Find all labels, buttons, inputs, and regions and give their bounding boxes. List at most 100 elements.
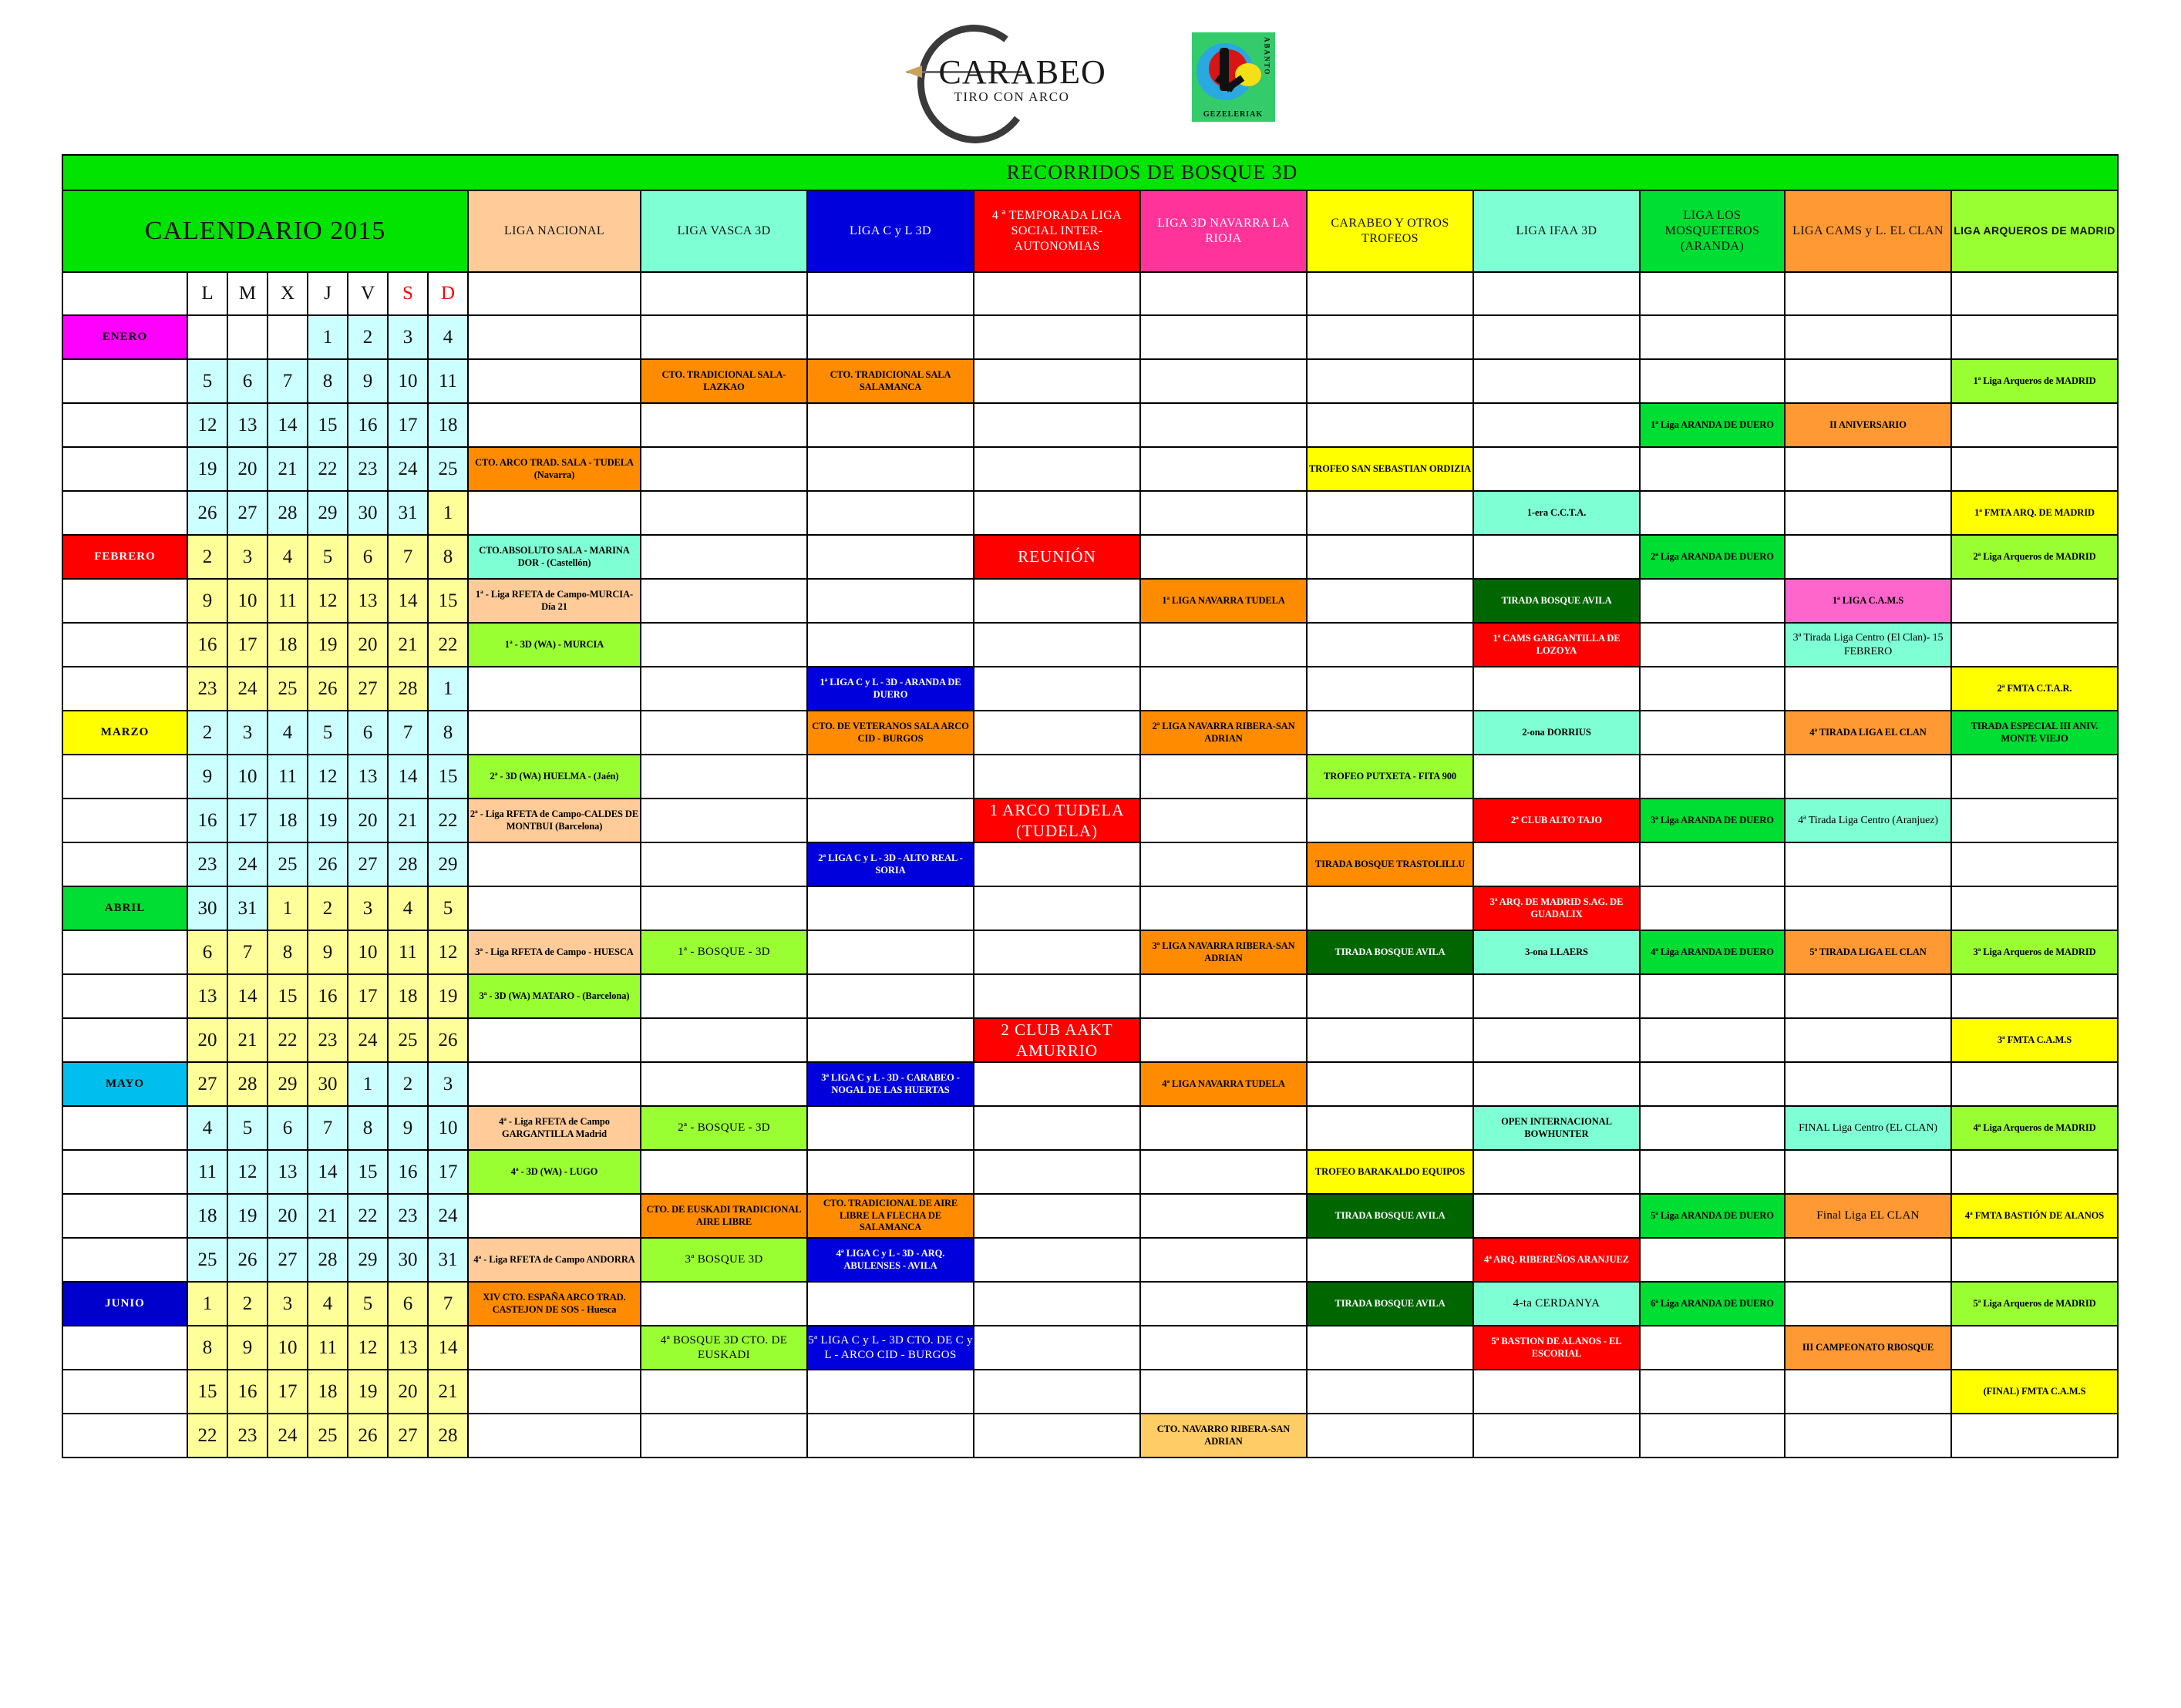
empty-cell[interactable] <box>1784 1237 1952 1283</box>
empty-cell[interactable] <box>1306 314 1474 360</box>
event-cell[interactable]: 2ª LIGA C y L - 3D - ALTO REAL - SORIA <box>806 842 974 887</box>
empty-cell[interactable] <box>1784 842 1952 887</box>
event-cell[interactable]: II ANIVERSARIO <box>1784 402 1952 448</box>
empty-cell[interactable] <box>1473 973 1641 1019</box>
event-cell[interactable]: 5ª Liga ARANDA DE DUERO <box>1639 1193 1786 1239</box>
empty-cell[interactable] <box>1306 1017 1474 1063</box>
empty-cell[interactable] <box>973 754 1141 799</box>
empty-cell[interactable] <box>1139 358 1308 404</box>
empty-cell[interactable] <box>1784 314 1952 360</box>
empty-cell[interactable] <box>1139 1369 1308 1414</box>
event-cell[interactable]: 4ª Liga ARANDA DE DUERO <box>1639 930 1786 975</box>
event-cell[interactable]: OPEN INTERNACIONAL BOWHUNTER <box>1473 1105 1641 1151</box>
empty-cell[interactable] <box>1473 314 1641 360</box>
empty-cell[interactable] <box>1639 1017 1786 1063</box>
empty-cell[interactable] <box>1139 886 1308 931</box>
event-cell[interactable]: TIRADA BOSQUE AVILA <box>1306 1281 1474 1326</box>
empty-cell[interactable] <box>1306 622 1474 667</box>
empty-cell[interactable] <box>1473 842 1641 887</box>
empty-cell[interactable] <box>640 1149 808 1195</box>
event-cell[interactable]: 5ª BASTION DE ALANOS - EL ESCORIAL <box>1473 1325 1641 1370</box>
event-cell[interactable]: TIRADA ESPECIAL III ANIV. MONTE VIEJO <box>1950 710 2119 755</box>
empty-cell[interactable] <box>1139 973 1308 1019</box>
empty-cell[interactable] <box>1139 534 1308 580</box>
empty-cell[interactable] <box>640 666 808 711</box>
event-cell[interactable]: 3ª LIGA C y L - 3D - CARABEO - NOGAL DE … <box>806 1061 974 1107</box>
event-cell[interactable]: 1-era C.C.T.A. <box>1473 490 1641 536</box>
empty-cell[interactable] <box>973 1281 1141 1326</box>
event-cell[interactable]: 2ª FMTA C.T.A.R. <box>1950 666 2119 711</box>
empty-cell[interactable] <box>467 1369 641 1414</box>
empty-cell[interactable] <box>1139 1237 1308 1283</box>
empty-cell[interactable] <box>1306 1061 1474 1107</box>
empty-cell[interactable] <box>1950 446 2119 492</box>
event-cell[interactable]: 3ª Liga ARANDA DE DUERO <box>1639 798 1786 843</box>
empty-cell[interactable] <box>806 1149 974 1195</box>
empty-cell[interactable] <box>640 402 808 448</box>
empty-cell[interactable] <box>1639 622 1786 667</box>
empty-cell[interactable] <box>1306 578 1474 624</box>
event-cell[interactable]: 4ª LIGA NAVARRA TUDELA <box>1139 1061 1308 1107</box>
empty-cell[interactable] <box>640 1061 808 1107</box>
empty-cell[interactable] <box>1639 1413 1786 1458</box>
empty-cell[interactable] <box>1306 1413 1474 1458</box>
empty-cell[interactable] <box>1139 490 1308 536</box>
event-cell[interactable]: 4ª Tirada Liga Centro (Aranjuez) <box>1784 798 1952 843</box>
empty-cell[interactable] <box>1950 1149 2119 1195</box>
empty-cell[interactable] <box>640 578 808 624</box>
event-cell[interactable]: 4ª - 3D (WA) - LUGO <box>467 1149 641 1195</box>
empty-cell[interactable] <box>1139 754 1308 799</box>
empty-cell[interactable] <box>1950 622 2119 667</box>
empty-cell[interactable] <box>1784 358 1952 404</box>
event-cell[interactable]: 4-ta CERDANYA <box>1473 1281 1641 1326</box>
empty-cell[interactable] <box>1639 446 1786 492</box>
empty-cell[interactable] <box>973 1105 1141 1151</box>
event-cell[interactable]: 2ª CLUB ALTO TAJO <box>1473 798 1641 843</box>
event-cell[interactable]: 2ª Liga ARANDA DE DUERO <box>1639 534 1786 580</box>
empty-cell[interactable] <box>467 1413 641 1458</box>
empty-cell[interactable] <box>1306 1237 1474 1283</box>
empty-cell[interactable] <box>1139 622 1308 667</box>
empty-cell[interactable] <box>640 534 808 580</box>
empty-cell[interactable] <box>1950 842 2119 887</box>
empty-cell[interactable] <box>467 1017 641 1063</box>
event-cell[interactable]: 1ª LIGA C.A.M.S <box>1784 578 1952 624</box>
event-cell[interactable]: 5ª TIRADA LIGA EL CLAN <box>1784 930 1952 975</box>
event-cell[interactable]: 4ª TIRADA LIGA EL CLAN <box>1784 710 1952 755</box>
column-header-0[interactable]: LIGA NACIONAL <box>467 190 641 273</box>
empty-cell[interactable] <box>1639 314 1786 360</box>
empty-cell[interactable] <box>1784 973 1952 1019</box>
event-cell[interactable]: CTO. ARCO TRAD. SALA - TUDELA (Navarra) <box>467 446 641 492</box>
column-header-7[interactable]: LIGA LOS MOSQUETEROS (ARANDA) <box>1639 190 1786 273</box>
empty-cell[interactable] <box>467 886 641 931</box>
event-cell[interactable]: III CAMPEONATO RBOSQUE <box>1784 1325 1952 1370</box>
empty-cell[interactable] <box>973 1149 1141 1195</box>
event-cell[interactable]: 2ª LIGA NAVARRA RIBERA-SAN ADRIAN <box>1139 710 1308 755</box>
empty-cell[interactable] <box>640 842 808 887</box>
empty-cell[interactable] <box>640 710 808 755</box>
empty-cell[interactable] <box>973 1237 1141 1283</box>
empty-cell[interactable] <box>1784 1369 1952 1414</box>
empty-cell[interactable] <box>973 1369 1141 1414</box>
event-cell[interactable]: 3ª - Liga RFETA de Campo - HUESCA <box>467 930 641 975</box>
event-cell[interactable]: CTO. DE EUSKADI TRADICIONAL AIRE LIBRE <box>640 1193 808 1239</box>
event-cell[interactable]: 2ª Liga Arqueros de MADRID <box>1950 534 2119 580</box>
event-cell[interactable]: 2ª - 3D (WA) HUELMA - (Jaén) <box>467 754 641 799</box>
empty-cell[interactable] <box>1139 402 1308 448</box>
empty-cell[interactable] <box>1784 534 1952 580</box>
event-cell[interactable]: TROFEO PUTXETA - FITA 900 <box>1306 754 1474 799</box>
empty-cell[interactable] <box>1139 1017 1308 1063</box>
empty-cell[interactable] <box>1639 1061 1786 1107</box>
event-cell[interactable]: 4ª - Liga RFETA de Campo ANDORRA <box>467 1237 641 1283</box>
empty-cell[interactable] <box>1306 798 1474 843</box>
empty-cell[interactable] <box>973 930 1141 975</box>
empty-cell[interactable] <box>1639 1325 1786 1370</box>
event-cell[interactable]: 5ª LIGA C y L - 3D CTO. DE C y L - ARCO … <box>806 1325 974 1370</box>
event-cell[interactable]: 2 CLUB AAKT AMURRIO <box>973 1017 1141 1063</box>
event-cell[interactable]: 3ª BOSQUE 3D <box>640 1237 808 1283</box>
empty-cell[interactable] <box>467 314 641 360</box>
event-cell[interactable]: 1ª Liga ARANDA DE DUERO <box>1639 402 1786 448</box>
empty-cell[interactable] <box>1639 578 1786 624</box>
empty-cell[interactable] <box>806 578 974 624</box>
column-header-1[interactable]: LIGA VASCA 3D <box>640 190 808 273</box>
